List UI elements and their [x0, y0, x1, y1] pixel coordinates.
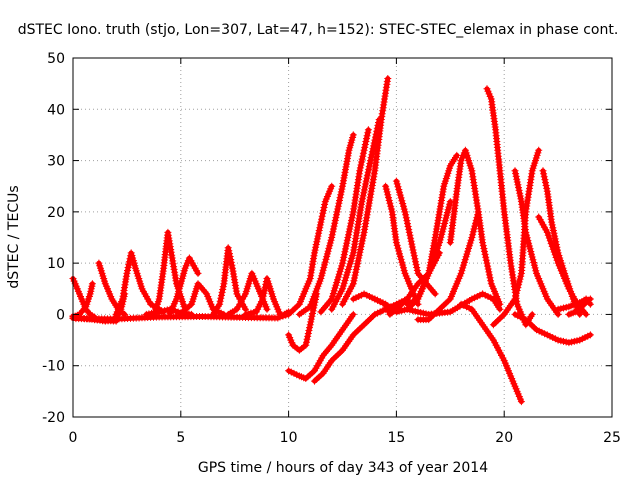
x-tick-label: 20 — [495, 430, 513, 446]
plot-frame — [72, 57, 613, 418]
x-tick-label: 0 — [69, 430, 78, 446]
data-series — [69, 75, 594, 406]
x-tick-label: 25 — [603, 430, 621, 446]
series-16 — [285, 310, 357, 382]
series-21 — [328, 116, 383, 313]
series-18 — [276, 182, 336, 321]
x-tick-label: 5 — [176, 430, 185, 446]
y-tick-label: -20 — [42, 410, 65, 426]
series-markers — [511, 310, 594, 347]
series-31 — [457, 300, 525, 406]
y-tick-label: 0 — [56, 307, 65, 323]
series-27 — [403, 151, 461, 308]
y-tick-label: -10 — [42, 359, 65, 375]
series-markers — [382, 182, 422, 308]
series-markers — [511, 167, 562, 318]
series-markers — [483, 85, 536, 329]
series-15 — [285, 290, 321, 354]
series-29 — [446, 146, 504, 308]
x-axis-label: GPS time / hours of day 343 of year 2014 — [198, 460, 488, 476]
series-markers — [565, 295, 594, 318]
chart-title: dSTEC Iono. truth (stjo, Lon=307, Lat=47… — [18, 22, 619, 38]
series-markers — [339, 75, 392, 308]
series-19 — [295, 131, 357, 318]
y-tick-label: 30 — [47, 154, 65, 170]
series-markers — [276, 182, 336, 321]
series-25 — [392, 177, 439, 298]
axis-ticks: 0 5 10 15 20 25 -20 -10 0 10 20 30 40 50 — [42, 51, 621, 446]
y-tick-label: 50 — [47, 51, 65, 67]
series-markers — [457, 300, 525, 406]
series-22 — [339, 75, 392, 308]
series-37 — [511, 310, 594, 347]
series-34 — [511, 167, 562, 318]
series-markers — [311, 295, 411, 385]
series-markers — [392, 177, 439, 298]
y-axis-label: dSTEC / TECUs — [6, 185, 22, 288]
series-markers — [166, 254, 202, 317]
x-tick-label: 15 — [387, 430, 405, 446]
series-39 — [565, 295, 594, 318]
y-tick-label: 10 — [47, 256, 65, 272]
series-markers — [328, 116, 383, 313]
series-markers — [285, 310, 357, 382]
x-tick-label: 10 — [280, 430, 298, 446]
series-24 — [382, 182, 422, 308]
y-tick-label: 40 — [47, 102, 65, 118]
series-20 — [317, 126, 372, 316]
series-markers — [295, 131, 357, 318]
series-9 — [166, 254, 202, 317]
series-markers — [446, 146, 504, 308]
series-markers — [285, 290, 321, 354]
series-markers — [403, 151, 461, 308]
series-6 — [112, 249, 168, 318]
series-markers — [317, 126, 372, 316]
y-tick-label: 20 — [47, 205, 65, 221]
series-markers — [112, 249, 168, 318]
